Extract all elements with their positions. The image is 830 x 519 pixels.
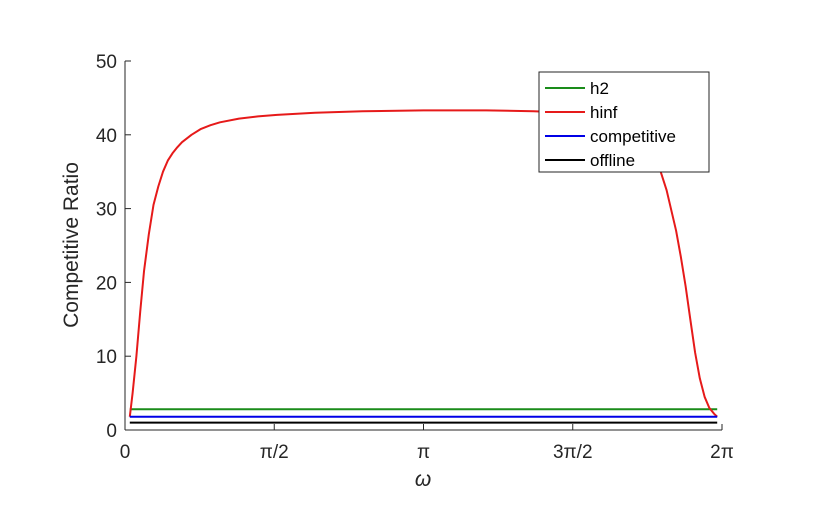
x-tick-label: 3π/2: [553, 442, 593, 463]
x-tick-label: π: [417, 442, 430, 463]
y-tick-label: 10: [96, 347, 117, 368]
legend-label: competitive: [590, 127, 676, 146]
y-ticks: 0 10 20 30 40 50: [96, 52, 131, 442]
x-tick-label: π/2: [260, 442, 289, 463]
x-axis-title: ω: [415, 468, 431, 491]
legend-label: offline: [590, 151, 635, 170]
y-tick-label: 30: [96, 200, 117, 221]
legend-label: hinf: [590, 103, 618, 122]
series-layer: [128, 109, 718, 424]
y-tick-label: 40: [96, 126, 117, 147]
x-tick-label: 0: [120, 442, 131, 463]
y-tick-label: 0: [106, 421, 117, 442]
legend-label: h2: [590, 79, 609, 98]
series-line-hinf: [128, 109, 718, 418]
y-tick-label: 50: [96, 52, 117, 73]
y-axis-title: Competitive Ratio: [60, 162, 83, 328]
x-tick-label: 2π: [710, 442, 734, 463]
x-ticks: 0 π/2 π 3π/2 2π: [120, 424, 734, 463]
y-tick-label: 20: [96, 273, 117, 294]
legend: h2 hinf competitive offline: [538, 71, 710, 173]
